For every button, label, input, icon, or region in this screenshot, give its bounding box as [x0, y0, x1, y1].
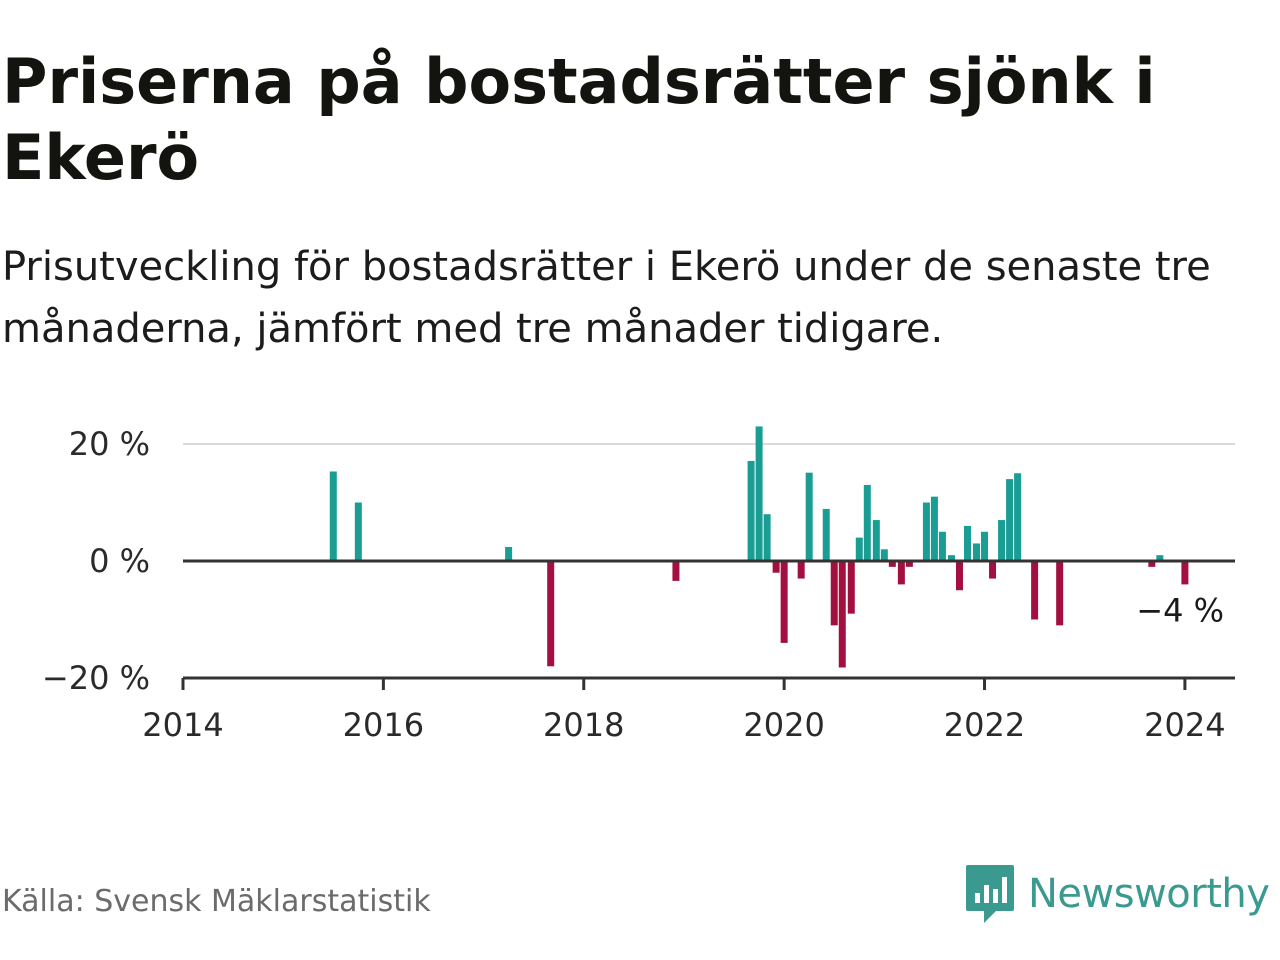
bar-negative — [1056, 561, 1064, 626]
bar-positive — [755, 426, 763, 561]
bar-positive — [938, 531, 946, 561]
bar-negative — [838, 561, 846, 668]
source-credit: Källa: Svensk Mäklarstatistik — [2, 884, 431, 919]
bar-positive — [354, 502, 362, 561]
bar-positive — [747, 460, 755, 561]
brand-name: Newsworthy — [1028, 871, 1270, 917]
chart-title: Priserna på bostadsrätter sjönk i Ekerö — [2, 45, 1156, 194]
y-tick-label: 0 % — [89, 542, 150, 580]
bar-positive — [805, 472, 813, 561]
bar-positive — [963, 525, 971, 561]
bar-positive — [947, 555, 955, 561]
bar-negative — [847, 561, 855, 614]
bar-positive — [998, 520, 1006, 561]
bar-negative — [905, 561, 913, 567]
bar-negative — [772, 561, 780, 573]
bar-positive — [973, 543, 981, 561]
x-tick-label: 2016 — [343, 706, 424, 740]
bar-negative — [797, 561, 805, 579]
bar-positive — [930, 496, 938, 561]
x-tick-label: 2014 — [142, 706, 223, 740]
bar-negative — [888, 561, 896, 567]
y-tick-label: −20 % — [42, 659, 150, 697]
bar-chart: 20 % 0 % −20 % 2014 2016 2018 2020 2022 2024 −4 % — [42, 425, 1235, 740]
bar-positive — [880, 549, 888, 561]
x-tick-label: 2020 — [743, 706, 824, 740]
brand-logo[interactable]: Newsworthy — [964, 862, 1270, 926]
bar-positive — [505, 546, 513, 561]
x-tick-label: 2022 — [944, 706, 1025, 740]
last-value-label: −4 % — [1136, 591, 1224, 629]
bar-positive — [1156, 555, 1164, 561]
bar-negative — [830, 561, 838, 626]
bar-negative — [672, 561, 680, 581]
x-tick-label: 2018 — [543, 706, 624, 740]
bar-negative — [547, 561, 555, 667]
bar-negative — [780, 561, 788, 643]
bar-positive — [1014, 473, 1022, 561]
bar-positive — [922, 502, 930, 561]
bar-negative — [1031, 561, 1039, 620]
newsworthy-logo-icon — [966, 865, 1014, 923]
bar-positive — [872, 520, 880, 561]
chart-subtitle: Prisutveckling för bostadsrätter i Ekerö… — [2, 244, 1211, 352]
bar-positive — [855, 537, 863, 561]
bar-positive — [763, 514, 771, 561]
bar-negative — [1181, 561, 1189, 585]
y-tick-label: 20 % — [69, 425, 150, 463]
bar-positive — [822, 508, 830, 561]
bar-positive — [863, 484, 871, 561]
x-tick-label: 2024 — [1144, 706, 1225, 740]
bar-negative — [1148, 561, 1156, 567]
bar-negative — [897, 561, 905, 585]
bar-positive — [981, 531, 989, 561]
bar-positive — [1006, 479, 1014, 561]
bar-positive — [329, 471, 337, 561]
bar-negative — [989, 561, 997, 579]
bar-negative — [955, 561, 963, 591]
